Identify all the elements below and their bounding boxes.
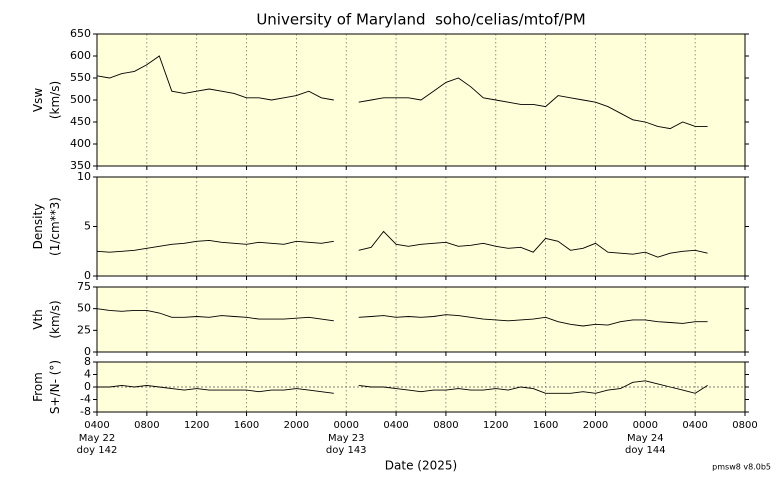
y-axis-label: From S+/N- (°) bbox=[31, 360, 62, 414]
y-axis-label-line: (1/cm**3) bbox=[48, 197, 62, 256]
plot-background bbox=[97, 177, 745, 276]
day-label: May 23 bbox=[328, 433, 365, 444]
y-tick-label: 450 bbox=[70, 115, 91, 128]
y-tick-label: 0 bbox=[84, 269, 91, 282]
y-tick-label: 0 bbox=[84, 345, 91, 358]
day-label: doy 142 bbox=[77, 445, 118, 456]
y-tick-label: 600 bbox=[70, 49, 91, 62]
y-tick-label: -4 bbox=[80, 393, 91, 406]
data-line bbox=[96, 230, 708, 258]
chart-title: University of Maryland soho/celias/mtof/… bbox=[256, 11, 585, 29]
day-label: doy 144 bbox=[625, 445, 666, 456]
y-axis-label-line: Density bbox=[31, 204, 45, 250]
plot-background bbox=[97, 287, 745, 352]
x-tick-label: 0400 bbox=[84, 420, 109, 431]
y-tick-label: 550 bbox=[70, 71, 91, 84]
y-axis-label-line: (km/s) bbox=[48, 300, 62, 338]
y-axis-label: Vsw (km/s) bbox=[31, 81, 62, 119]
x-axis-label: Date (2025) bbox=[385, 459, 457, 473]
y-tick-label: 4 bbox=[84, 368, 91, 381]
y-tick-label: 650 bbox=[70, 27, 91, 40]
y-tick-label: 0 bbox=[84, 380, 91, 393]
y-tick-label: 350 bbox=[70, 159, 91, 172]
plot-frame bbox=[96, 33, 746, 167]
y-tick-label: 50 bbox=[77, 302, 91, 315]
x-tick-label: 0400 bbox=[682, 420, 707, 431]
y-tick-label: 5 bbox=[84, 220, 91, 233]
x-tick-label: 0800 bbox=[433, 420, 458, 431]
x-tick-label: 0000 bbox=[334, 420, 359, 431]
y-axis-label: Vth (km/s) bbox=[31, 300, 62, 338]
footnote: pmsw8 v8.0b5 bbox=[712, 463, 771, 472]
plot-frame bbox=[96, 286, 746, 353]
y-axis-label-line: Vth bbox=[31, 309, 45, 330]
plot-frame bbox=[96, 361, 746, 413]
y-axis-label-line: From bbox=[31, 372, 45, 402]
x-tick-label: 1200 bbox=[483, 420, 508, 431]
x-tick-label: 0800 bbox=[732, 420, 757, 431]
data-line bbox=[96, 55, 708, 130]
x-tick-label: 1600 bbox=[234, 420, 259, 431]
day-label: May 24 bbox=[627, 433, 664, 444]
y-axis-label-line: S+/N- (°) bbox=[48, 360, 62, 414]
x-tick-label: 0000 bbox=[633, 420, 658, 431]
x-tick-label: 1600 bbox=[533, 420, 558, 431]
y-tick-label: 10 bbox=[77, 170, 91, 183]
y-tick-label: 25 bbox=[77, 323, 91, 336]
y-axis-label-line: Vsw bbox=[31, 88, 45, 112]
day-label: doy 143 bbox=[326, 445, 367, 456]
y-tick-label: 75 bbox=[77, 280, 91, 293]
day-label: May 22 bbox=[79, 433, 116, 444]
y-tick-label: 8 bbox=[84, 355, 91, 368]
x-tick-label: 2000 bbox=[583, 420, 608, 431]
y-axis-label: Density (1/cm**3) bbox=[31, 197, 62, 256]
data-line bbox=[96, 308, 708, 327]
plot-frame bbox=[96, 176, 746, 277]
y-tick-label: -8 bbox=[80, 405, 91, 418]
x-tick-label: 1200 bbox=[184, 420, 209, 431]
x-tick-label: 0400 bbox=[383, 420, 408, 431]
y-tick-label: 400 bbox=[70, 137, 91, 150]
x-tick-label: 2000 bbox=[284, 420, 309, 431]
y-axis-label-line: (km/s) bbox=[48, 81, 62, 119]
y-tick-label: 500 bbox=[70, 93, 91, 106]
data-line bbox=[97, 380, 708, 394]
x-tick-label: 0800 bbox=[134, 420, 159, 431]
